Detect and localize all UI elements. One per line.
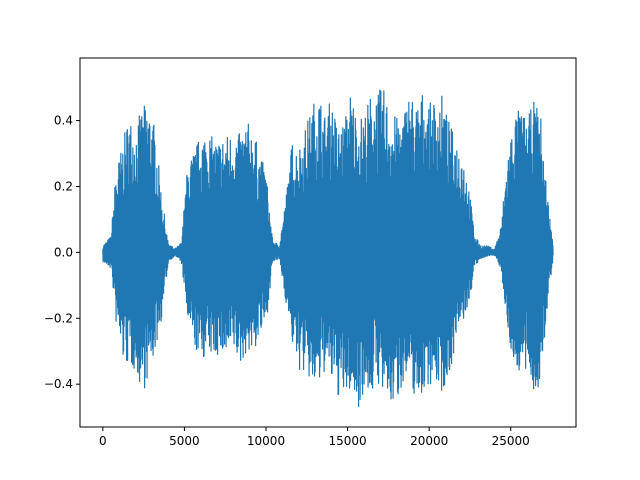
y-tick-label: −0.2	[44, 311, 73, 325]
x-tick-label: 20000	[410, 434, 448, 448]
series-layer	[102, 89, 554, 407]
y-tick-label: −0.4	[44, 377, 73, 391]
x-tick-label: 10000	[247, 434, 285, 448]
x-tick-label: 25000	[492, 434, 530, 448]
x-tick-label: 0	[99, 434, 107, 448]
y-axis: −0.4 −0.2 0.0 0.2 0.4	[44, 114, 80, 391]
axes-frame	[79, 57, 577, 428]
y-tick-label: 0.0	[54, 245, 73, 259]
x-axis: 0 5000 10000 15000 20000 25000	[99, 427, 530, 448]
y-tick-label: 0.4	[54, 114, 73, 128]
waveform-series-line	[102, 89, 554, 407]
x-tick-label: 15000	[328, 434, 366, 448]
y-tick-label: 0.2	[54, 179, 73, 193]
x-tick-label: 5000	[169, 434, 200, 448]
